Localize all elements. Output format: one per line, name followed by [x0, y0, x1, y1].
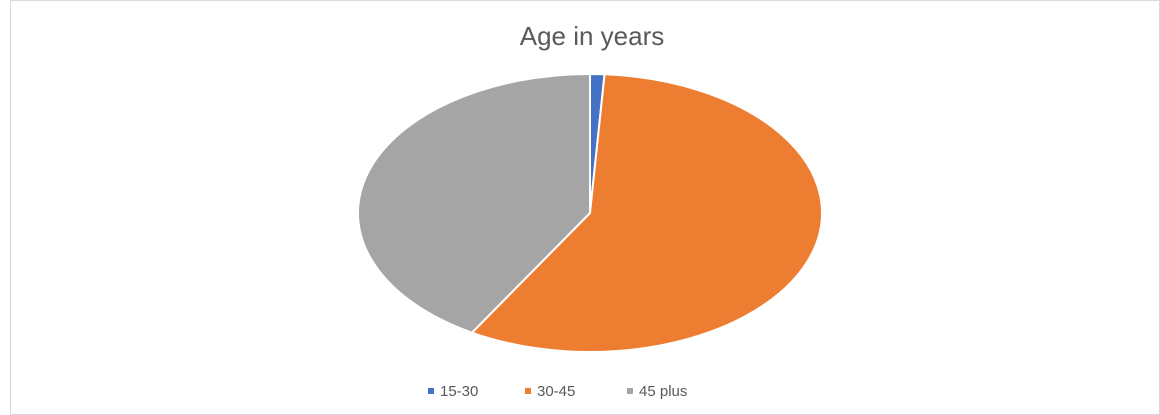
pie-slice: [357, 72, 591, 334]
legend-label: 15-30: [440, 383, 478, 400]
legend-label: 45 plus: [639, 383, 687, 400]
legend-swatch: [525, 388, 531, 394]
pie-slice: [470, 73, 823, 353]
legend-swatch: [428, 388, 434, 394]
chart-title: Age in years: [520, 21, 665, 51]
legend-swatch: [627, 388, 633, 394]
legend-label: 30-45: [537, 383, 575, 400]
